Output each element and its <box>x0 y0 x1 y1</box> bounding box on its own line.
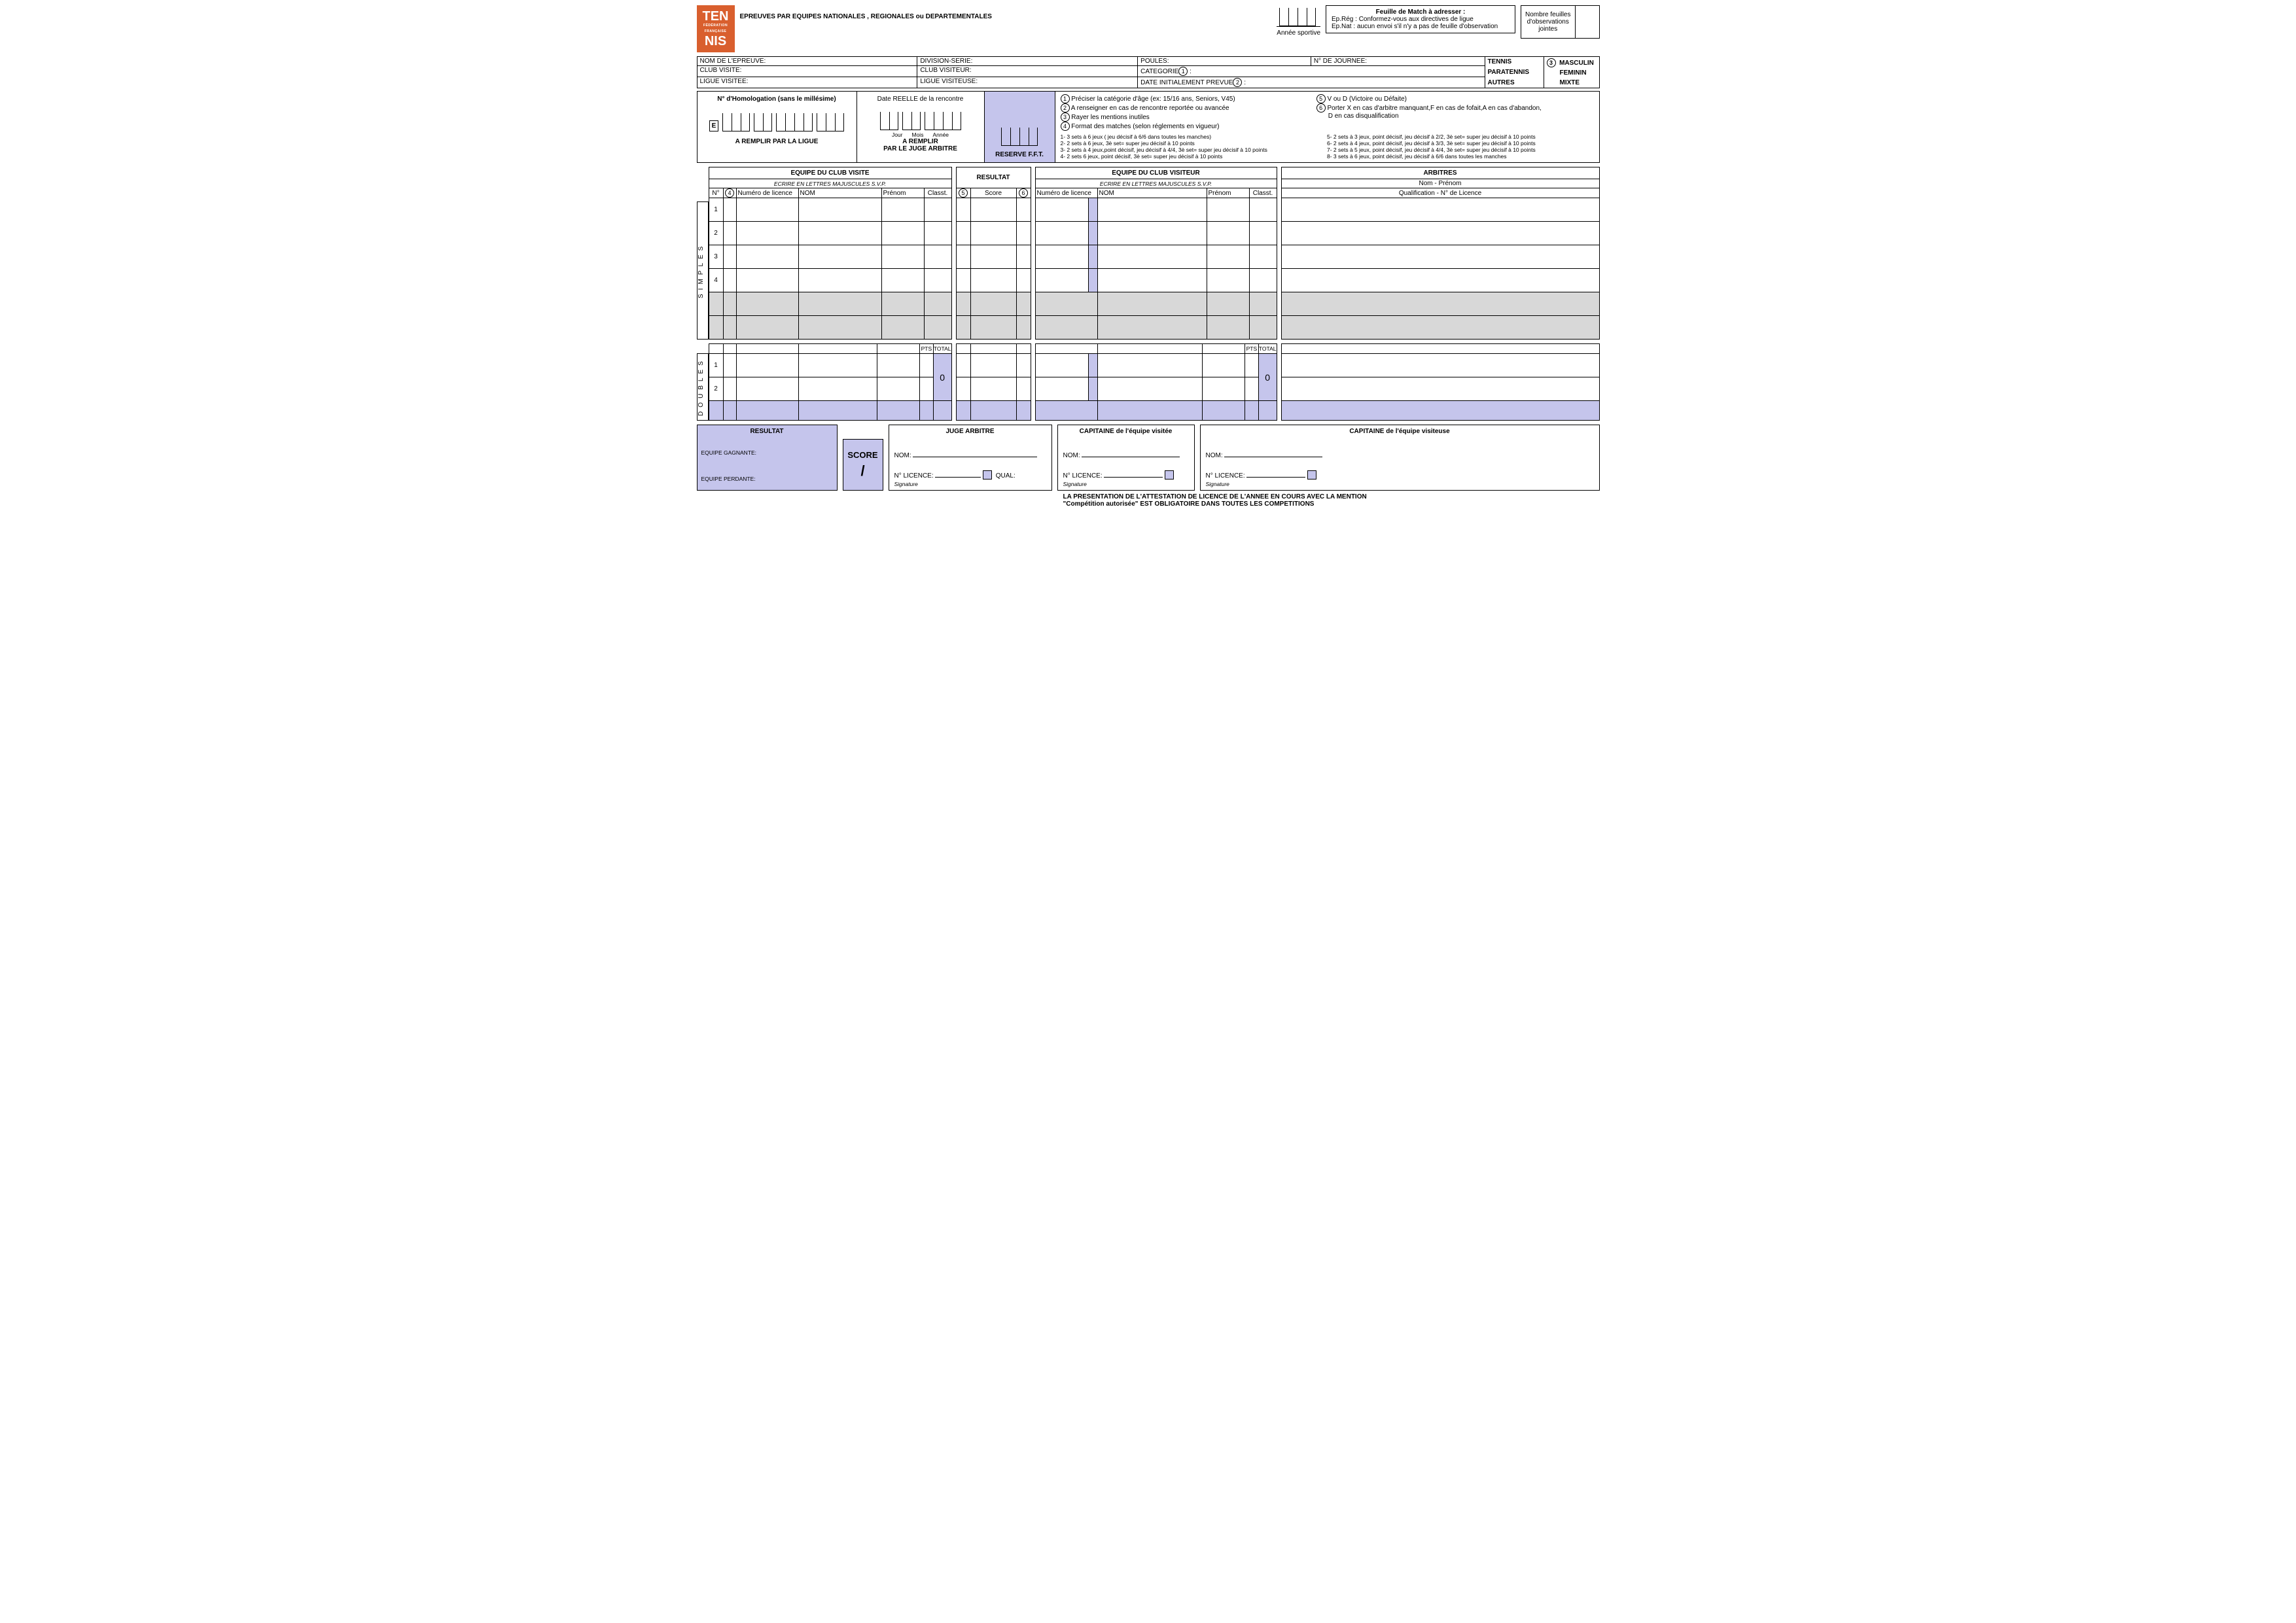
page-title: EPREUVES PAR EQUIPES NATIONALES , REGION… <box>740 5 1272 20</box>
doubles-label: DOUBLES <box>697 353 709 421</box>
foot-perdante[interactable]: EQUIPE PERDANTE: <box>701 476 833 482</box>
foot-score-lbl: SCORE <box>843 450 883 460</box>
fmt-2: 2- 2 sets à 6 jeux, 3è set= super jeu dé… <box>1061 140 1328 147</box>
club-visite[interactable]: CLUB VISITE: <box>698 66 918 77</box>
nom-epreuve[interactable]: NOM DE L'EPREUVE: <box>698 57 918 65</box>
nbobs-l3: jointes <box>1525 26 1570 33</box>
hdr-visiteur: EQUIPE DU CLUB VISITEUR <box>1035 167 1277 179</box>
ligue-visiteuse[interactable]: LIGUE VISITEUSE: <box>917 77 1138 88</box>
feuille-title: Feuille de Match à adresser : <box>1332 9 1510 16</box>
e-box: E <box>709 120 719 131</box>
legend-2: A renseigner en cas de rencontre reporté… <box>1071 105 1229 112</box>
remplir-juge-l1: A REMPLIR <box>861 138 980 145</box>
remplir-juge-l2: PAR LE JUGE ARBITRE <box>861 145 980 152</box>
hdr-maj-2: ECRIRE EN LETTRES MAJUSCULES S.V.P. <box>1035 179 1277 188</box>
legend-1: Préciser la catégorie d'âge (ex: 15/16 a… <box>1071 96 1235 103</box>
fmt-8: 8- 3 sets à 6 jeux, point décisif, jeu d… <box>1327 153 1594 160</box>
opt-paratennis: PARATENNIS <box>1488 69 1541 76</box>
foot-resultat: RESULTAT <box>701 428 833 435</box>
annee-label: Année sportive <box>1277 29 1320 37</box>
legend-6a: Porter X en cas d'arbitre manquant,F en … <box>1327 105 1541 112</box>
feuille-l2: Ep.Nat : aucun envoi s'il n'y a pas de f… <box>1332 23 1510 30</box>
fmt-3: 3- 2 sets à 4 jeux,point décisif, jeu dé… <box>1061 147 1328 153</box>
hdr-maj-1: ECRIRE EN LETTRES MAJUSCULES S.V.P. <box>709 179 951 188</box>
legend-3: Rayer les mentions inutiles <box>1071 114 1150 121</box>
opt-tennis: TENNIS <box>1488 58 1541 65</box>
feuille-l1: Ep.Rég : Conformez-vous aux directives d… <box>1332 16 1510 23</box>
hdr-resultat: RESULTAT <box>956 167 1031 188</box>
foot-juge: JUGE ARBITRE <box>894 428 1046 435</box>
legend-5: V ou D (Victoire ou Défaite) <box>1327 96 1407 103</box>
fmt-4: 4- 2 sets 6 jeux, point décisif, 3è set=… <box>1061 153 1328 160</box>
reserve-fft: RESERVE F.F.T. <box>989 151 1051 158</box>
opt-autres: AUTRES <box>1488 79 1541 86</box>
nbobs-l1: Nombre feuilles <box>1525 11 1570 18</box>
nbobs-l2: d'observations <box>1525 18 1570 26</box>
hdr-visite: EQUIPE DU CLUB VISITE <box>709 167 951 179</box>
attest-l2: "Compétition autorisée" EST OBLIGATOIRE … <box>1063 500 1600 508</box>
homolog-title: N° d'Homologation (sans le millésime) <box>701 96 853 103</box>
opt-masculin: MASCULIN <box>1559 60 1594 67</box>
poules[interactable]: POULES: <box>1138 57 1311 65</box>
opt-mixte: MIXTE <box>1547 79 1597 86</box>
hdr-arbitres: ARBITRES <box>1281 167 1599 179</box>
fmt-5: 5- 2 sets à 3 jeux, point décisif, jeu d… <box>1327 133 1594 140</box>
logo: TEN FÉDÉRATION FRANÇAISE NIS <box>697 5 735 52</box>
foot-slash: / <box>843 462 883 480</box>
legend-4: Format des matches (selon réglements en … <box>1071 123 1219 130</box>
fmt-1: 1- 3 sets à 6 jeux ( jeu décisif à 6/6 d… <box>1061 133 1328 140</box>
foot-cap-visiteuse: CAPITAINE de l'équipe visiteuse <box>1206 428 1594 435</box>
date-init[interactable]: DATE INITIALEMENT PREVUE2 : <box>1138 77 1484 88</box>
fmt-6: 6- 2 sets à 4 jeux, point décisif, jeu d… <box>1327 140 1594 147</box>
attest-l1: LA PRESENTATION DE L'ATTESTATION DE LICE… <box>1063 493 1600 500</box>
foot-gagnante[interactable]: EQUIPE GAGNANTE: <box>701 449 833 456</box>
nbobs-box[interactable] <box>1575 5 1600 39</box>
date-reelle-title: Date REELLE de la rencontre <box>861 96 980 103</box>
division[interactable]: DIVISION-SERIE: <box>917 57 1138 65</box>
legend-6b: D en cas disqualification <box>1316 113 1594 120</box>
opt-feminin: FEMININ <box>1547 69 1597 77</box>
journee[interactable]: N° DE JOURNEE: <box>1311 57 1485 65</box>
fmt-7: 7- 2 sets à 5 jeux, point décisif, jeu d… <box>1327 147 1594 153</box>
foot-cap-visitee: CAPITAINE de l'équipe visitée <box>1063 428 1189 435</box>
remplir-ligue: A REMPLIR PAR LA LIGUE <box>701 138 853 145</box>
categorie[interactable]: CATEGORIE1 : <box>1138 66 1484 77</box>
ligue-visitee[interactable]: LIGUE VISITEE: <box>698 77 918 88</box>
club-visiteur[interactable]: CLUB VISITEUR: <box>917 66 1138 77</box>
simples-label: SIMPLES <box>697 201 709 340</box>
